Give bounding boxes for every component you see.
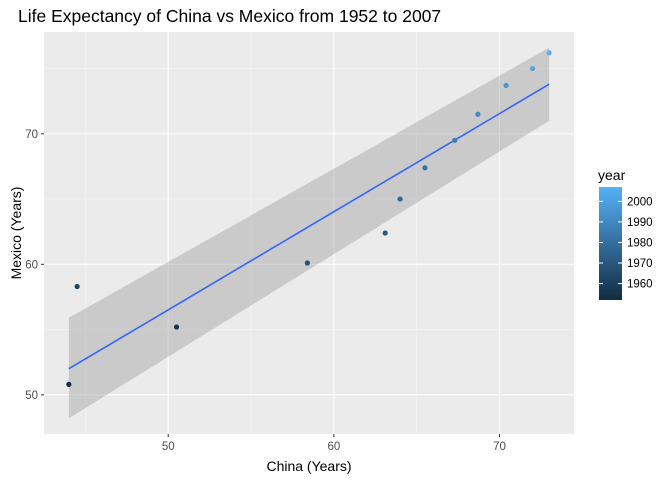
- x-tick-label: 50: [162, 441, 175, 453]
- confidence-band: [68, 47, 550, 419]
- legend-label: 1980: [627, 237, 653, 249]
- y-tick-label: 70: [25, 129, 38, 141]
- legend-label: 1960: [627, 279, 653, 291]
- x-tick-label: 60: [327, 441, 340, 453]
- chart-title: Life Expectancy of China vs Mexico from …: [18, 6, 441, 26]
- plot-panel: [44, 32, 574, 434]
- minor-gridlines: [44, 32, 574, 434]
- legend-title: year: [598, 167, 626, 183]
- data-points: [66, 50, 552, 388]
- data-point: [529, 65, 536, 72]
- data-point: [382, 230, 388, 236]
- legend: year 1960 1970 1980 1990 2000: [598, 167, 653, 300]
- legend-ticks: 1960 1970 1980 1990 2000: [599, 196, 653, 291]
- data-point: [503, 82, 509, 89]
- x-axis-ticks: 50 60 70: [162, 434, 506, 453]
- data-point: [422, 165, 428, 171]
- data-point: [74, 283, 80, 290]
- data-point: [66, 381, 72, 388]
- regression-line: [68, 83, 550, 370]
- data-point: [452, 137, 458, 143]
- data-point: [173, 324, 180, 330]
- legend-colorbar: [599, 187, 622, 300]
- data-point: [304, 260, 310, 266]
- y-tick-label: 60: [25, 259, 38, 271]
- legend-label: 1990: [627, 217, 653, 229]
- x-tick-label: 70: [493, 441, 506, 453]
- data-point: [475, 111, 481, 117]
- x-axis-title: China (Years): [266, 458, 351, 474]
- y-axis-ticks: 50 60 70: [25, 129, 44, 402]
- data-point: [397, 196, 403, 202]
- data-point: [546, 50, 552, 56]
- legend-label: 2000: [627, 196, 653, 208]
- y-axis-title: Mexico (Years): [8, 187, 24, 280]
- y-tick-label: 50: [25, 390, 38, 402]
- legend-label: 1970: [627, 258, 653, 270]
